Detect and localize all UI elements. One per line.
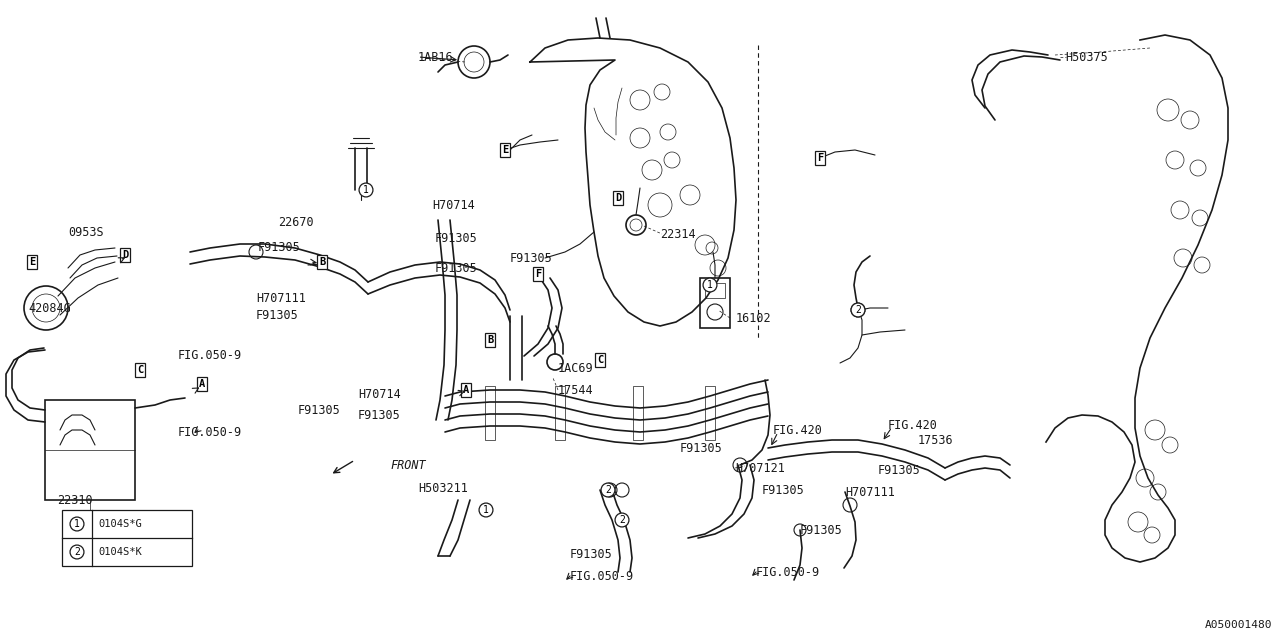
Text: 22314: 22314 [660, 227, 695, 241]
Text: F91305: F91305 [762, 483, 805, 497]
Text: 0104S*G: 0104S*G [99, 519, 142, 529]
Text: H70714: H70714 [358, 387, 401, 401]
Text: 17536: 17536 [918, 433, 954, 447]
Bar [700, 278, 730, 328]
Text: 17544: 17544 [558, 383, 594, 397]
Text: 2: 2 [74, 547, 79, 557]
Text: 1: 1 [74, 519, 79, 529]
Text: 2: 2 [855, 305, 861, 315]
Text: A: A [463, 385, 470, 395]
Text: FIG.420: FIG.420 [773, 424, 823, 436]
Text: H707121: H707121 [735, 461, 785, 474]
Text: C: C [137, 365, 143, 375]
Text: F: F [535, 269, 541, 279]
Text: FIG.050-9: FIG.050-9 [756, 566, 820, 579]
Text: E: E [29, 257, 35, 267]
Text: FRONT: FRONT [390, 458, 426, 472]
Text: FIG.050-9: FIG.050-9 [178, 349, 242, 362]
Text: F91305: F91305 [358, 408, 401, 422]
Text: F91305: F91305 [256, 308, 298, 321]
Bar [61, 510, 192, 566]
Bar [634, 386, 643, 440]
Text: 1: 1 [707, 280, 713, 290]
Text: 1AB16: 1AB16 [419, 51, 453, 63]
Text: 1AC69: 1AC69 [558, 362, 594, 374]
Text: 0104S*K: 0104S*K [99, 547, 142, 557]
Text: F91305: F91305 [259, 241, 301, 253]
Text: F: F [817, 153, 823, 163]
Text: F91305: F91305 [435, 232, 477, 244]
Text: 2: 2 [605, 485, 611, 495]
Text: F91305: F91305 [509, 252, 553, 264]
Text: 22310: 22310 [58, 493, 93, 506]
Text: FIG.420: FIG.420 [888, 419, 938, 431]
Text: F91305: F91305 [435, 262, 477, 275]
Text: D: D [614, 193, 621, 203]
Text: H707111: H707111 [256, 291, 306, 305]
Text: B: B [319, 257, 325, 267]
Bar [705, 283, 724, 298]
Text: H50375: H50375 [1065, 51, 1107, 63]
Text: 0953S: 0953S [68, 225, 104, 239]
Text: F91305: F91305 [570, 548, 613, 561]
Text: C: C [596, 355, 603, 365]
Text: 22670: 22670 [278, 216, 314, 228]
Bar [705, 386, 716, 440]
Text: F91305: F91305 [298, 403, 340, 417]
Text: H70714: H70714 [433, 198, 475, 211]
Text: 42084G: 42084G [28, 301, 70, 314]
Text: FIG.050-9: FIG.050-9 [178, 426, 242, 438]
Text: B: B [486, 335, 493, 345]
Text: 1: 1 [483, 505, 489, 515]
Text: H503211: H503211 [419, 481, 468, 495]
Text: F91305: F91305 [878, 463, 920, 477]
Bar [556, 386, 564, 440]
Text: A: A [198, 379, 205, 389]
Text: 16102: 16102 [736, 312, 772, 324]
Text: A050001480: A050001480 [1204, 620, 1272, 630]
Text: 2: 2 [620, 515, 625, 525]
Bar [485, 386, 495, 440]
Text: 1: 1 [364, 185, 369, 195]
Text: D: D [122, 250, 128, 260]
Text: F91305: F91305 [680, 442, 723, 454]
Text: H707111: H707111 [845, 486, 895, 499]
Text: FIG.050-9: FIG.050-9 [570, 570, 634, 582]
Text: F91305: F91305 [800, 524, 842, 536]
Bar [45, 400, 134, 500]
Text: E: E [502, 145, 508, 155]
